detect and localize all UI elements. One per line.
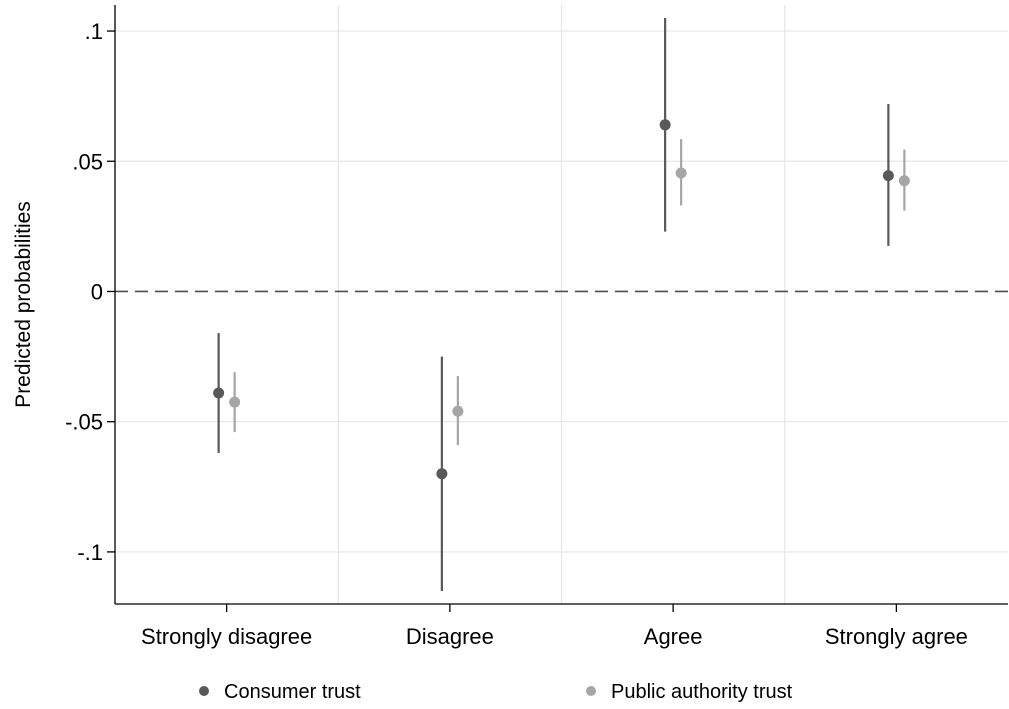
series bbox=[213, 18, 910, 591]
series-1 bbox=[229, 139, 910, 446]
series-0 bbox=[213, 18, 894, 591]
y-ticks: .1 .05 0 -.05 -.1 bbox=[65, 19, 115, 565]
legend-item-1: Public authority trust bbox=[586, 681, 793, 703]
y-tick-label-1: .05 bbox=[72, 149, 103, 174]
x-tick-label-2: Agree bbox=[644, 624, 703, 649]
x-ticks: Strongly disagree Disagree Agree Strongly a… bbox=[141, 604, 968, 649]
point-marker bbox=[659, 119, 671, 131]
point-marker bbox=[229, 396, 241, 408]
point-marker bbox=[436, 468, 448, 480]
legend-label: Public authority trust bbox=[611, 681, 793, 703]
legend-item-0: Consumer trust bbox=[199, 681, 361, 703]
legend: Consumer trust Public authority trust bbox=[199, 681, 793, 703]
y-tick-label-2: 0 bbox=[91, 279, 103, 304]
legend-marker bbox=[586, 686, 596, 696]
point-marker bbox=[213, 387, 225, 399]
point-marker bbox=[675, 167, 687, 179]
y-tick-label-4: -.1 bbox=[77, 540, 103, 565]
point-marker bbox=[898, 175, 910, 187]
x-tick-label-1: Disagree bbox=[406, 624, 494, 649]
legend-label: Consumer trust bbox=[224, 681, 361, 703]
axes bbox=[114, 5, 1008, 605]
grid bbox=[115, 5, 1008, 604]
y-tick-label-0: .1 bbox=[85, 19, 103, 44]
x-tick-label-0: Strongly disagree bbox=[141, 624, 312, 649]
y-tick-label-3: -.05 bbox=[65, 410, 103, 435]
x-tick-label-3: Strongly agree bbox=[825, 624, 968, 649]
y-axis-label: Predicted probabilities bbox=[12, 201, 35, 408]
legend-marker bbox=[199, 686, 209, 696]
point-marker bbox=[452, 405, 464, 417]
point-marker bbox=[882, 170, 894, 182]
